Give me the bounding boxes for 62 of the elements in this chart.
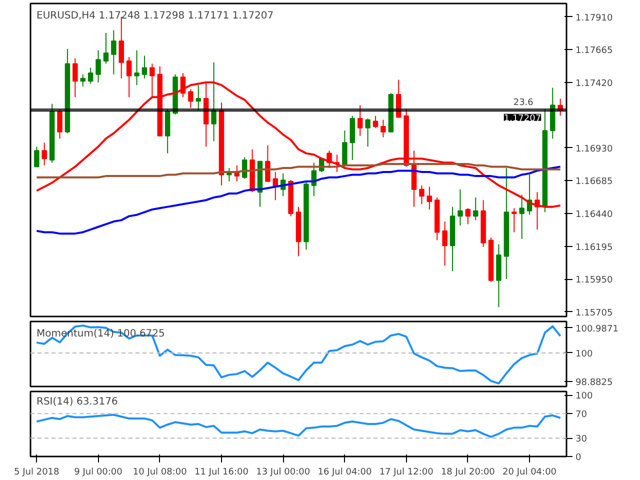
- candlestick: [372, 115, 378, 128]
- y-tick-label: 100: [576, 349, 593, 360]
- line-series: [36, 324, 562, 384]
- candlestick: [134, 50, 140, 86]
- candlestick: [126, 56, 132, 98]
- candlestick: [96, 50, 101, 83]
- candlestick: [80, 74, 86, 87]
- y-tick-label: 1.15705: [576, 308, 613, 318]
- y-tick-label: 1.16440: [576, 210, 613, 220]
- candlestick: [196, 84, 202, 112]
- y-tick-label: 30: [576, 434, 588, 445]
- candlestick: [365, 118, 370, 148]
- y-tick-label: 1.17420: [576, 78, 613, 89]
- candlestick: [442, 221, 448, 266]
- candlestick: [465, 208, 471, 225]
- x-tick-label: 11 Jul 16:00: [194, 468, 249, 478]
- candlestick: [265, 144, 270, 182]
- candlestick: [342, 130, 348, 168]
- line-series: [36, 414, 562, 438]
- candlestick: [211, 62, 216, 142]
- y-tick-label: 1.17910: [576, 13, 613, 24]
- x-tick-label: 18 Jul 20:00: [440, 468, 496, 478]
- text: RSI(14) 63.3176: [36, 396, 118, 408]
- candlestick: [519, 194, 524, 240]
- y-tick-label: 1.16685: [576, 177, 613, 188]
- candlestick: [57, 108, 62, 140]
- text: EURUSD,H4 1.17248 1.17298 1.17171 1.17207: [36, 10, 274, 22]
- candlestick: [458, 188, 463, 226]
- x-tick-label: 20 Jul 04:00: [502, 468, 557, 478]
- y-tick-label: 1.15950: [576, 276, 613, 286]
- candlestick: [188, 88, 194, 108]
- annotation: 23.6: [513, 98, 534, 108]
- line-series: [36, 166, 562, 235]
- x-tick-label: 13 Jul 00:00: [256, 468, 310, 478]
- x-tick-label: 10 Jul 08:00: [132, 468, 188, 478]
- y-tick-label: 1.16195: [576, 242, 613, 253]
- x-tick-label: 5 Jul 2018: [14, 468, 60, 478]
- candlestick: [142, 55, 148, 79]
- candlestick: [380, 119, 386, 138]
- candlestick: [42, 142, 47, 166]
- candlestick: [111, 30, 116, 75]
- candlestick: [103, 32, 109, 64]
- candlestick: [72, 58, 78, 98]
- x-tick-label: 17 Jul 12:00: [379, 468, 434, 478]
- candlestick: [426, 186, 432, 210]
- y-tick-label: 1.16930: [576, 144, 613, 154]
- y-tick-label: 1.17665: [576, 46, 613, 56]
- y-tick-label: 70: [576, 410, 588, 420]
- y-tick-label: 100.9871: [576, 324, 618, 334]
- candlestick: [419, 184, 424, 205]
- y-tick-label: 98.8825: [576, 378, 613, 388]
- x-tick-label: 16 Jul 04:00: [318, 468, 372, 478]
- candlestick: [512, 208, 517, 233]
- y-tick-label: 0: [576, 453, 582, 463]
- ref-line-label: 1.17207: [504, 114, 542, 124]
- candlestick: [226, 168, 232, 182]
- candlestick: [34, 146, 40, 168]
- x-tick-label: 9 Jul 00:00: [74, 468, 123, 478]
- candlestick: [473, 196, 478, 221]
- candlestick: [357, 104, 363, 136]
- candlestick: [88, 67, 94, 84]
- y-tick-label: 100: [576, 392, 593, 402]
